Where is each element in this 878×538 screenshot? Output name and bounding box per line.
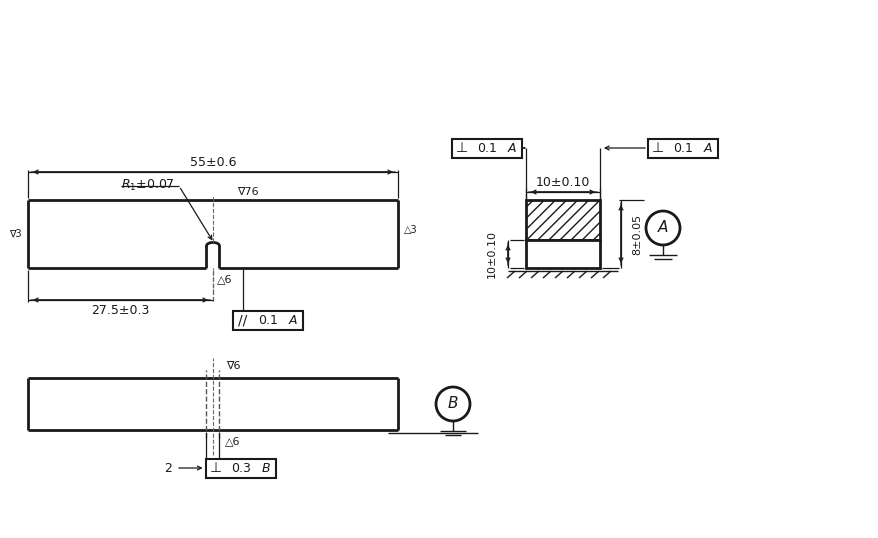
Text: △6: △6 <box>217 274 233 284</box>
Text: △6: △6 <box>225 436 241 446</box>
Bar <box>647 138 717 158</box>
Bar <box>525 240 600 268</box>
Text: 0.1: 0.1 <box>477 141 496 154</box>
Text: 8±0.05: 8±0.05 <box>631 214 641 254</box>
Text: B: B <box>447 397 457 412</box>
Text: $R_1$±0.07: $R_1$±0.07 <box>121 178 175 193</box>
Text: ∇3: ∇3 <box>9 229 21 239</box>
Text: ⊥: ⊥ <box>456 141 467 155</box>
Text: 55±0.6: 55±0.6 <box>190 155 236 168</box>
Text: ⊥: ⊥ <box>651 141 663 155</box>
Text: 2: 2 <box>164 462 172 475</box>
Text: 0.3: 0.3 <box>231 462 250 475</box>
Text: A: A <box>507 141 515 154</box>
Bar <box>205 458 276 478</box>
Bar <box>525 200 600 240</box>
Text: //: // <box>238 313 248 327</box>
Text: A: A <box>657 221 667 236</box>
Text: 27.5±0.3: 27.5±0.3 <box>91 303 149 316</box>
Bar <box>451 138 522 158</box>
Text: 10±0.10: 10±0.10 <box>536 175 589 188</box>
Text: 0.1: 0.1 <box>673 141 692 154</box>
Text: ∇76: ∇76 <box>237 187 258 197</box>
Text: A: A <box>288 314 297 327</box>
Text: B: B <box>262 462 270 475</box>
Text: 0.1: 0.1 <box>258 314 277 327</box>
Text: ⊥: ⊥ <box>210 461 222 475</box>
Text: 10±0.10: 10±0.10 <box>486 230 496 278</box>
Text: △3: △3 <box>404 225 417 235</box>
Text: ∇6: ∇6 <box>226 361 240 371</box>
Text: A: A <box>703 141 711 154</box>
Bar <box>233 310 303 329</box>
